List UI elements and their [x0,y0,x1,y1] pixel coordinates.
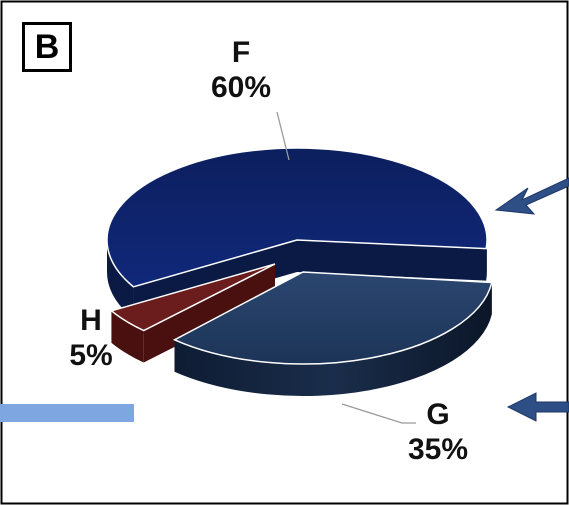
leader-line-g [341,403,416,424]
slice-name-g: G [426,398,450,431]
slice-f-top [106,147,488,288]
callout-bar [0,404,134,422]
slice-percent-f: 60% [210,71,272,104]
slice-h-side [111,310,144,363]
slice-percent-g: 35% [407,433,469,466]
arrow-lower [506,392,569,422]
slice-g-top [172,271,493,365]
slice-f-wall-end [297,240,487,281]
arrow-upper [494,177,569,215]
slice-name-h: H [80,304,102,337]
slice-label-g: G 35% [398,398,478,468]
slice-percent-h: 5% [69,339,113,372]
slice-h-top [109,263,276,332]
slice-g-side [174,282,492,396]
panel-label: B [22,22,72,72]
leader-line-f [276,111,290,161]
slice-g [172,271,493,396]
slice-label-h: H 5% [56,304,126,374]
slice-label-f: F 60% [196,36,286,106]
slice-name-f: F [231,36,251,69]
